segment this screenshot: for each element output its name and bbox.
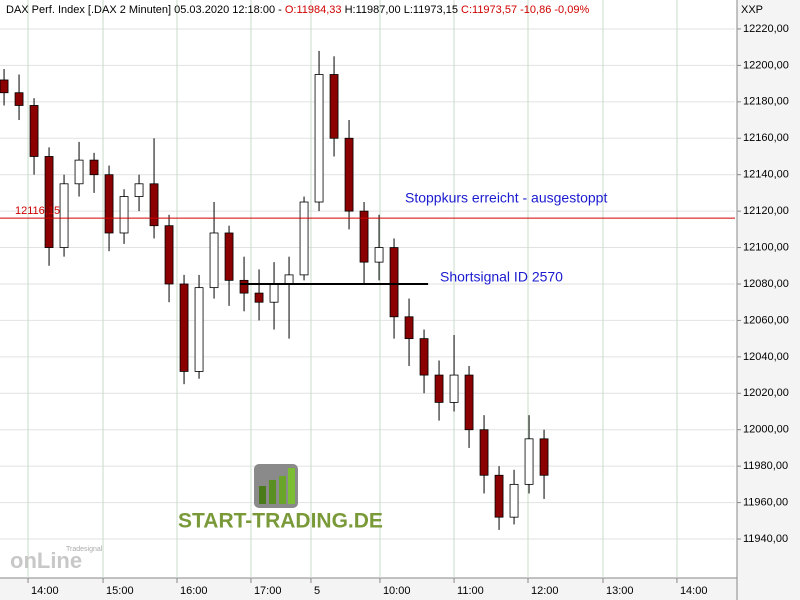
info-close: C:11973,57 -10,86 -0,09% [461, 4, 589, 16]
candle-body [464, 374, 474, 431]
candle-body [269, 283, 279, 303]
x-axis-panel [0, 578, 800, 600]
info-open: O:11984,33 [285, 4, 342, 16]
candle-body [404, 316, 414, 340]
candle-body [389, 247, 399, 318]
y-tick-label: 12180,00 [743, 96, 789, 108]
candle-body [29, 105, 39, 157]
candle-body [299, 201, 309, 276]
y-tick-label: 11960,00 [743, 496, 788, 508]
y-axis-panel [737, 0, 800, 600]
candle-body [494, 474, 504, 518]
candle-body [209, 232, 219, 289]
candle-body [419, 338, 429, 376]
candle-body [239, 279, 249, 294]
x-tick-label: 15:00 [106, 585, 134, 597]
candle-body [14, 92, 24, 106]
brand-logo: onLine [10, 548, 82, 573]
x-tick-label: 5 [314, 585, 320, 597]
x-tick-label: 14:00 [31, 585, 59, 597]
candle-body [89, 159, 99, 176]
y-tick-label: 12120,00 [743, 205, 789, 217]
y-tick-label: 11980,00 [743, 460, 788, 472]
x-tick-label: 11:00 [457, 585, 484, 597]
candle-body [59, 183, 69, 248]
candle-body [134, 183, 144, 197]
candle-body [44, 156, 54, 248]
logo-icon [279, 476, 286, 504]
candle-body [314, 74, 324, 203]
y-tick-label: 12100,00 [743, 241, 789, 253]
candle-body [479, 429, 489, 476]
candle-body [254, 292, 264, 303]
y-tick-label: 12080,00 [743, 278, 789, 290]
x-tick-label: 16:00 [180, 585, 208, 597]
y-tick-label: 12220,00 [743, 23, 789, 35]
x-tick-label: 17:00 [254, 585, 282, 597]
x-tick-label: 10:00 [383, 585, 411, 597]
candle-body [0, 79, 9, 94]
candle-body [119, 196, 129, 234]
candle-body [194, 287, 204, 372]
candle-body [74, 159, 84, 185]
y-tick-label: 11940,00 [743, 533, 788, 545]
candle-body [164, 225, 174, 285]
stop-label: 12116,15 [15, 205, 60, 217]
y-tick-label: 12040,00 [743, 351, 789, 363]
x-tick-label: 13:00 [606, 585, 634, 597]
brand-text: Tradesignal [66, 546, 103, 553]
candle-body [149, 183, 159, 227]
candle-body [104, 174, 114, 234]
logo-text: START-TRADING.DE [178, 510, 383, 533]
candle-body [539, 438, 549, 476]
y-tick-label: 12200,00 [743, 59, 789, 71]
logo-icon [288, 468, 295, 504]
candle-body [329, 74, 339, 139]
candle-body [284, 274, 294, 285]
info-label: DAX Perf. Index [.DAX 2 Minuten] 05.03.2… [6, 4, 282, 16]
logo-icon [259, 486, 266, 504]
candle-body [344, 137, 354, 212]
info-high-low: H:11987,00 L:11973,15 [345, 4, 458, 16]
candle-body [359, 210, 369, 263]
annotation: Shortsignal ID 2570 [440, 269, 563, 285]
y-tick-label: 12160,00 [743, 132, 789, 144]
y-tick-label: 12000,00 [743, 424, 789, 436]
candle-body [524, 438, 534, 485]
candle-body [374, 247, 384, 263]
plot [0, 50, 735, 530]
logo: START-TRADING.DE Tradesignal onLine [10, 464, 383, 573]
candle-body [224, 232, 234, 281]
annotation: Stoppkurs erreicht - ausgestoppt [405, 190, 607, 206]
logo-icon [269, 480, 276, 504]
candle-body [179, 283, 189, 372]
currency: XXP [741, 4, 763, 16]
candle-body [449, 374, 459, 403]
y-tick-label: 12140,00 [743, 169, 789, 181]
x-tick-label: 12:00 [531, 585, 559, 597]
candle-body [509, 483, 519, 518]
chart-info: DAX Perf. Index [.DAX 2 Minuten] 05.03.2… [6, 4, 589, 16]
candle-body [434, 374, 444, 403]
x-tick-label: 14:00 [680, 585, 708, 597]
y-tick-label: 12020,00 [743, 387, 789, 399]
y-tick-label: 12060,00 [743, 314, 789, 326]
